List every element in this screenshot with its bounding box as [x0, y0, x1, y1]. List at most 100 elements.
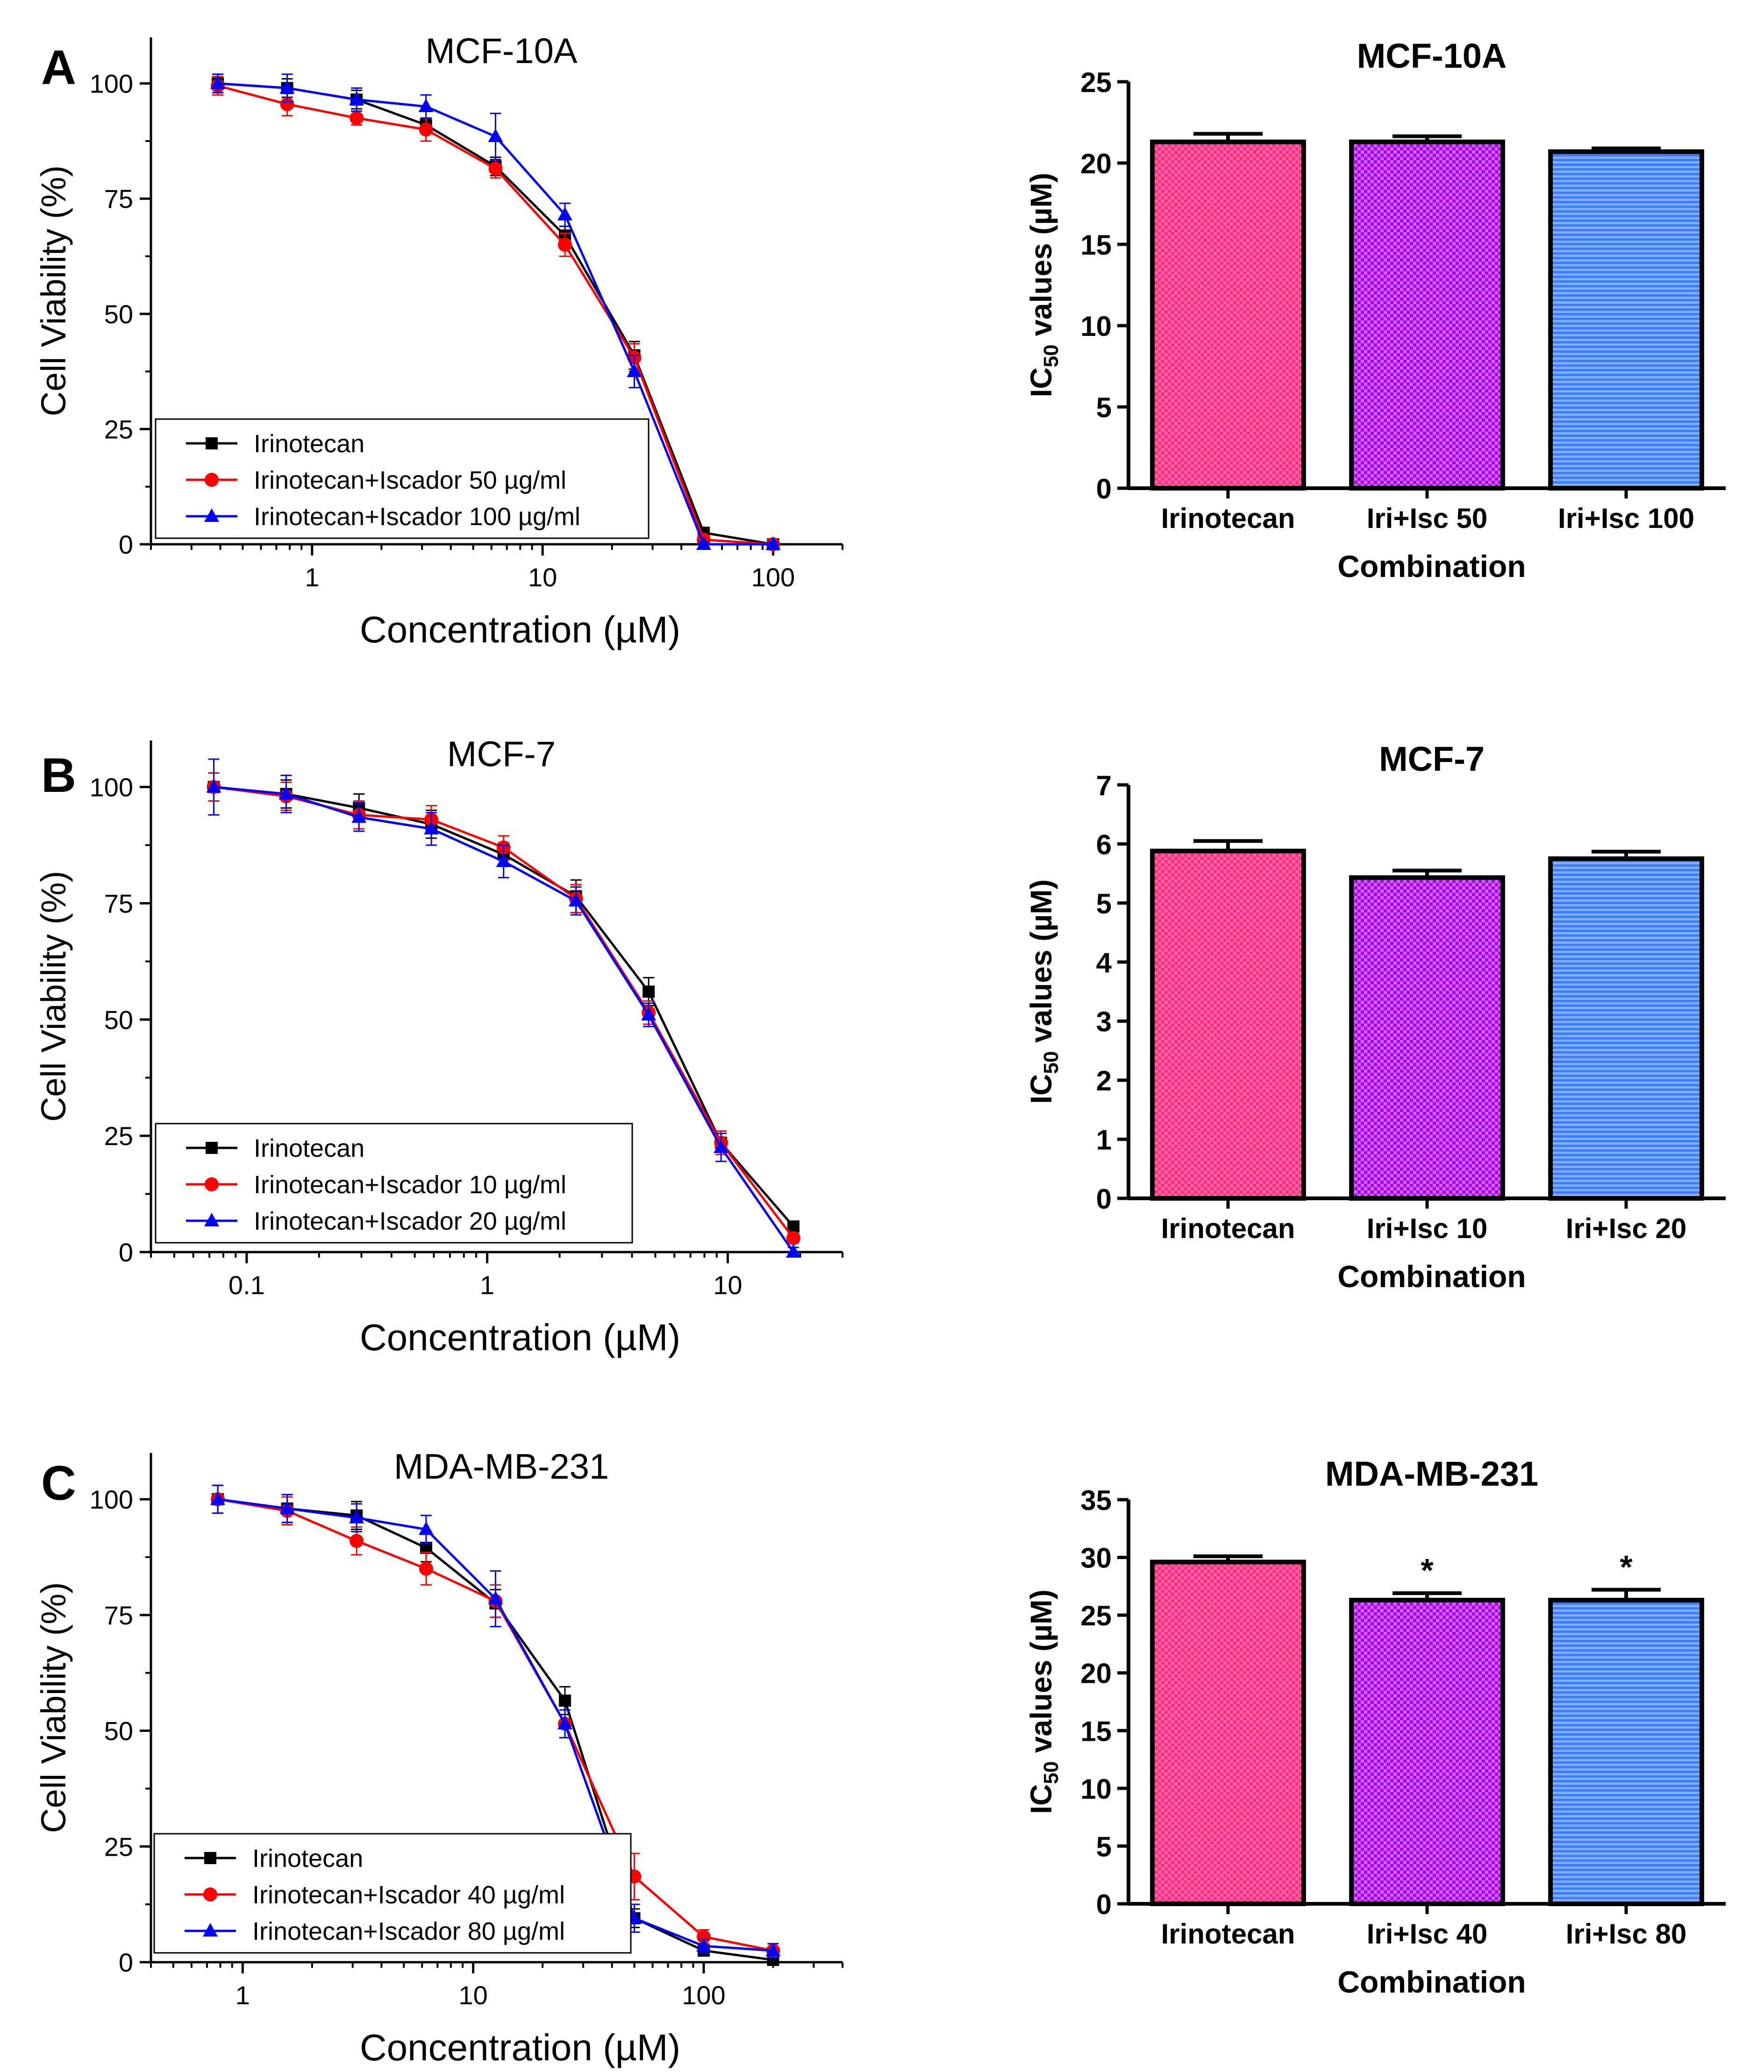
data-point — [279, 80, 295, 94]
data-point — [765, 536, 781, 550]
y-tick-label: 50 — [104, 1005, 133, 1034]
x-axis-label: Combination — [1337, 1965, 1526, 1999]
series-2 — [210, 1484, 781, 1958]
bar — [1349, 139, 1505, 491]
data-point — [210, 75, 226, 89]
significance-marker: * — [1620, 1549, 1633, 1585]
legend-marker — [206, 1142, 218, 1154]
line-chart-A-line: 0 25 50 75 100 1 10 100 MCF-10A A Cell Viability (… — [34, 31, 843, 650]
y-axis-label-subscript: 50 — [1040, 1051, 1063, 1074]
data-point — [349, 92, 364, 106]
data-point — [558, 1695, 571, 1707]
line-chart-C-line: 0 25 50 75 100 1 10 100 MDA-MB-231 C Cell Viabilit… — [34, 1447, 843, 2068]
y-tick-label: 10 — [1080, 1773, 1112, 1805]
x-tick-label: 1 — [305, 563, 319, 592]
y-axis-label: Cell Viability (%) — [34, 1582, 73, 1833]
x-tick-label: 1 — [480, 1270, 494, 1300]
x-tick-label: 0.1 — [229, 1270, 265, 1300]
y-tick-label: 20 — [1080, 148, 1112, 179]
y-tick-label: 0 — [119, 1948, 133, 1977]
y-tick-label: 4 — [1096, 947, 1112, 978]
y-tick-label: 5 — [1096, 392, 1112, 423]
data-point — [206, 779, 221, 793]
legend: Irinotecan Irinotecan+Iscador 10 µg/ml Iri… — [155, 1123, 633, 1244]
y-tick-label: 75 — [104, 889, 133, 918]
data-point — [643, 985, 655, 998]
y-tick-label: 6 — [1096, 829, 1112, 860]
data-point — [568, 893, 584, 907]
y-tick-label: 0 — [1096, 1183, 1112, 1215]
y-axis-label-rest: values (µM) — [1024, 879, 1058, 1051]
x-axis-label: Concentration (µM) — [360, 1317, 680, 1358]
data-point — [786, 1244, 801, 1258]
legend-label: Irinotecan — [254, 430, 364, 458]
chart-title: MDA-MB-231 — [394, 1447, 609, 1487]
y-tick-label: 1 — [1096, 1125, 1112, 1156]
x-axis-label: Combination — [1337, 549, 1526, 584]
x-tick-label: Iri+Isc 40 — [1367, 1918, 1488, 1950]
legend-label: Irinotecan+Iscador 10 µg/ml — [254, 1171, 566, 1199]
y-tick-label: 15 — [1080, 229, 1112, 261]
legend-label: Irinotecan+Iscador 20 µg/ml — [254, 1207, 566, 1235]
bar-chart-C-bar: 0 5 10 15 20 25 30 35 Irinotecan Iri+Isc 40 * Iri+I… — [1024, 1454, 1726, 1999]
line-chart-B-line: 0 25 50 75 100 0.1 1 10 MCF-7 B Cell Viability (%)… — [34, 734, 843, 1358]
x-tick-label: Iri+Isc 100 — [1558, 503, 1694, 534]
data-point — [641, 1007, 657, 1021]
y-tick-label: 75 — [104, 184, 133, 214]
data-point — [350, 1534, 364, 1548]
x-tick-label: Iri+Isc 50 — [1367, 503, 1488, 534]
bar — [1548, 1598, 1704, 1907]
data-point — [714, 1139, 729, 1153]
legend-marker — [205, 1177, 219, 1191]
bar — [1150, 1559, 1306, 1906]
chart-title: MCF-7 — [1379, 740, 1485, 778]
x-tick-label: 10 — [713, 1270, 742, 1300]
legend-box — [155, 418, 650, 539]
y-tick-label: 25 — [104, 1121, 133, 1151]
legend-marker — [204, 1213, 219, 1226]
y-tick-label: 10 — [1080, 311, 1112, 342]
legend-label: Irinotecan+Iscador 50 µg/ml — [254, 466, 566, 494]
data-point — [696, 536, 711, 550]
y-tick-label: 0 — [119, 530, 133, 559]
legend-marker — [204, 508, 219, 522]
data-point — [210, 1491, 226, 1505]
y-tick-label: 50 — [104, 299, 133, 329]
bar-chart-A-bar: 0 5 10 15 20 25 Irinotecan Iri+Isc 50 Iri+Isc 10… — [1024, 36, 1726, 584]
bar — [1349, 875, 1505, 1201]
y-tick-label: 5 — [1096, 1831, 1112, 1862]
data-point — [349, 1509, 364, 1524]
x-tick-label: Iri+Isc 20 — [1566, 1213, 1687, 1244]
x-tick-label: 10 — [459, 1980, 488, 2010]
data-point — [488, 1591, 503, 1605]
data-point — [787, 1220, 800, 1233]
y-axis-label-main: IC — [1024, 1784, 1058, 1814]
y-tick-label: 15 — [1080, 1716, 1112, 1747]
x-tick-label: Iri+Isc 10 — [1367, 1213, 1488, 1244]
legend-label: Irinotecan+Iscador 100 µg/ml — [254, 503, 580, 531]
data-point — [627, 363, 642, 377]
x-tick-label: Irinotecan — [1161, 503, 1295, 534]
chart-title: MCF-10A — [1357, 36, 1507, 75]
bar — [1548, 149, 1704, 491]
data-point — [419, 122, 433, 137]
bar — [1150, 139, 1306, 491]
legend-label: Irinotecan — [252, 1844, 363, 1873]
y-axis-label-main: IC — [1024, 1074, 1058, 1104]
x-tick-label: 1 — [236, 1980, 250, 2010]
y-tick-label: 100 — [90, 69, 133, 99]
y-tick-label: 7 — [1096, 770, 1112, 801]
x-axis-label: Concentration (µM) — [360, 2027, 680, 2068]
y-axis-label: IC50 values (µM) — [1024, 1589, 1063, 1814]
x-tick-label: 100 — [682, 1980, 725, 2010]
data-point — [418, 98, 434, 112]
y-axis-label: IC50 values (µM) — [1024, 879, 1063, 1104]
y-tick-label: 2 — [1096, 1065, 1112, 1097]
data-point — [696, 1938, 711, 1952]
data-point — [557, 206, 572, 221]
y-tick-label: 25 — [1080, 67, 1112, 98]
bar — [1150, 848, 1306, 1201]
y-axis-label-subscript: 50 — [1040, 1761, 1063, 1784]
legend-marker — [203, 1887, 217, 1901]
